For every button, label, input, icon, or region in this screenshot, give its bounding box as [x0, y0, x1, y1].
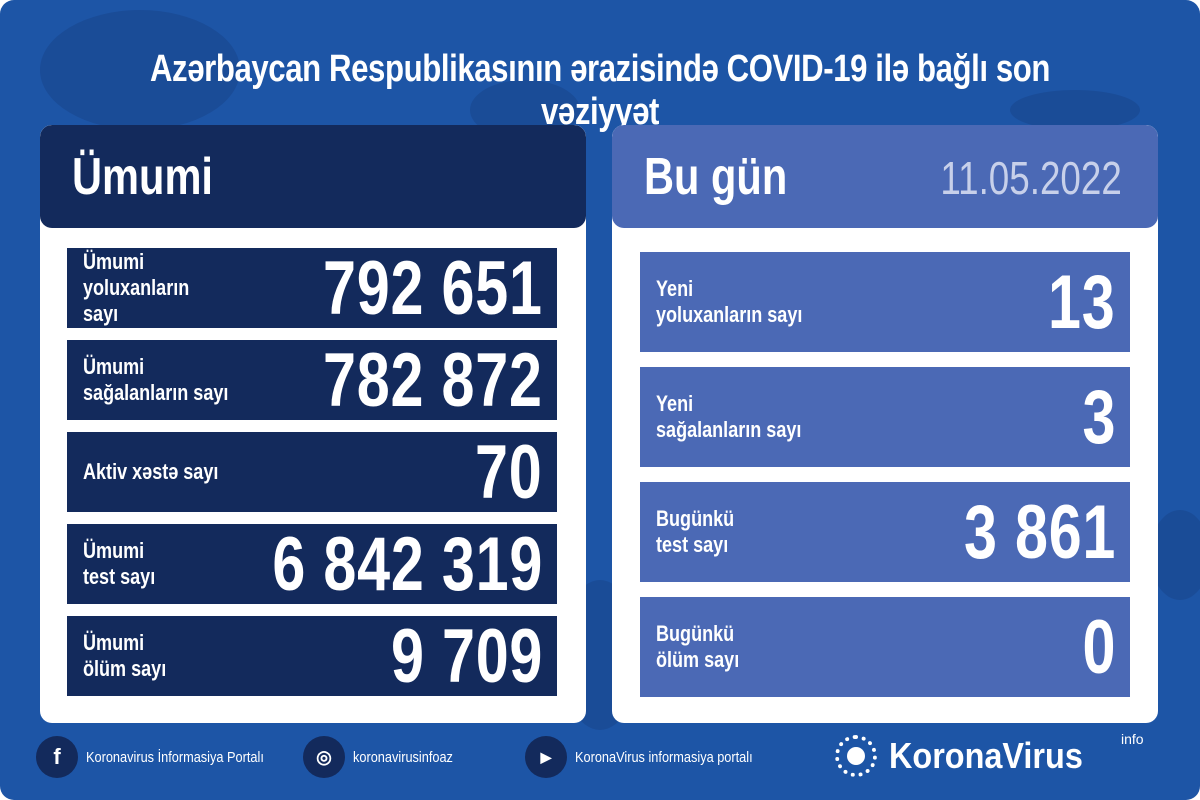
virus-decoration [1010, 90, 1140, 130]
total-panel: Ümumi Ümumi yoluxanların sayı 792 651 Ümu… [40, 125, 586, 723]
logo-text: KoronaVirus [889, 735, 1083, 776]
stat-row: Bugünkü ölüm sayı 0 [640, 597, 1130, 697]
stat-label: Ümumi test sayı [83, 538, 156, 589]
stat-label: Ümumi sağalanların sayı [83, 354, 229, 405]
stat-value: 3 861 [963, 489, 1116, 575]
facebook-link[interactable]: f Koronavirus İnformasiya Portalı [36, 736, 301, 778]
stat-label: Yeni yoluxanların sayı [656, 276, 803, 327]
total-heading: Ümumi [72, 148, 213, 206]
stat-row: Ümumi ölüm sayı 9 709 [67, 614, 557, 699]
today-date: 11.05.2022 [940, 152, 1122, 204]
youtube-link[interactable]: ▶ KoronaVirus informasiya portalı [525, 736, 790, 778]
stat-value: 13 [1048, 259, 1116, 345]
total-header: Ümumi [40, 125, 586, 228]
stat-row: Ümumi sağalanların sayı 782 872 [67, 338, 557, 423]
today-panel: Bu gün 11.05.2022 Yeni yoluxanların sayı… [612, 125, 1158, 723]
stat-label: Bugünkü ölüm sayı [656, 621, 740, 672]
stat-row: Bugünkü test sayı 3 861 [640, 482, 1130, 582]
stat-label: Ümumi yoluxanların sayı [83, 249, 190, 326]
logo-superscript: info [1121, 731, 1144, 747]
stat-value: 9 709 [390, 613, 543, 699]
sun-icon [835, 735, 877, 777]
footer-links: f Koronavirus İnformasiya Portalı ◎ korona… [36, 735, 812, 779]
today-header: Bu gün 11.05.2022 [612, 125, 1158, 228]
stat-value: 0 [1082, 604, 1116, 690]
stat-row: Yeni sağalanların sayı 3 [640, 367, 1130, 467]
youtube-text: KoronaVirus informasiya portalı [575, 748, 753, 766]
stat-value: 792 651 [323, 245, 543, 331]
stat-value: 782 872 [323, 337, 543, 423]
koronavirus-logo: KoronaVirus info [835, 731, 1144, 777]
stat-label: Bugünkü test sayı [656, 506, 735, 557]
instagram-icon: ◎ [303, 736, 345, 778]
virus-decoration [1150, 510, 1200, 600]
stat-row: Aktiv xəstə sayı 70 [67, 430, 557, 515]
page-title: Azərbaycan Respublikasının ərazisində CO… [0, 48, 1200, 134]
virus-decoration [40, 10, 240, 130]
stat-label: Aktiv xəstə sayı [83, 459, 219, 484]
today-heading: Bu gün [644, 148, 788, 206]
facebook-icon: f [36, 736, 78, 778]
stat-row: Ümumi yoluxanların sayı 792 651 [67, 246, 557, 331]
instagram-link[interactable]: ◎ koronavirusinfoaz [303, 736, 503, 778]
stat-row: Ümumi test sayı 6 842 319 [67, 522, 557, 607]
stat-value: 3 [1082, 374, 1116, 460]
instagram-text: koronavirusinfoaz [353, 748, 453, 766]
stat-label: Ümumi ölüm sayı [83, 630, 167, 681]
stat-value: 6 842 319 [272, 521, 543, 607]
title-text: Azərbaycan Respublikasının ərazisində CO… [149, 48, 1051, 133]
facebook-text: Koronavirus İnformasiya Portalı [86, 748, 264, 766]
stat-value: 70 [475, 429, 543, 515]
stat-row: Yeni yoluxanların sayı 13 [640, 252, 1130, 352]
youtube-icon: ▶ [525, 736, 567, 778]
stat-label: Yeni sağalanların sayı [656, 391, 802, 442]
